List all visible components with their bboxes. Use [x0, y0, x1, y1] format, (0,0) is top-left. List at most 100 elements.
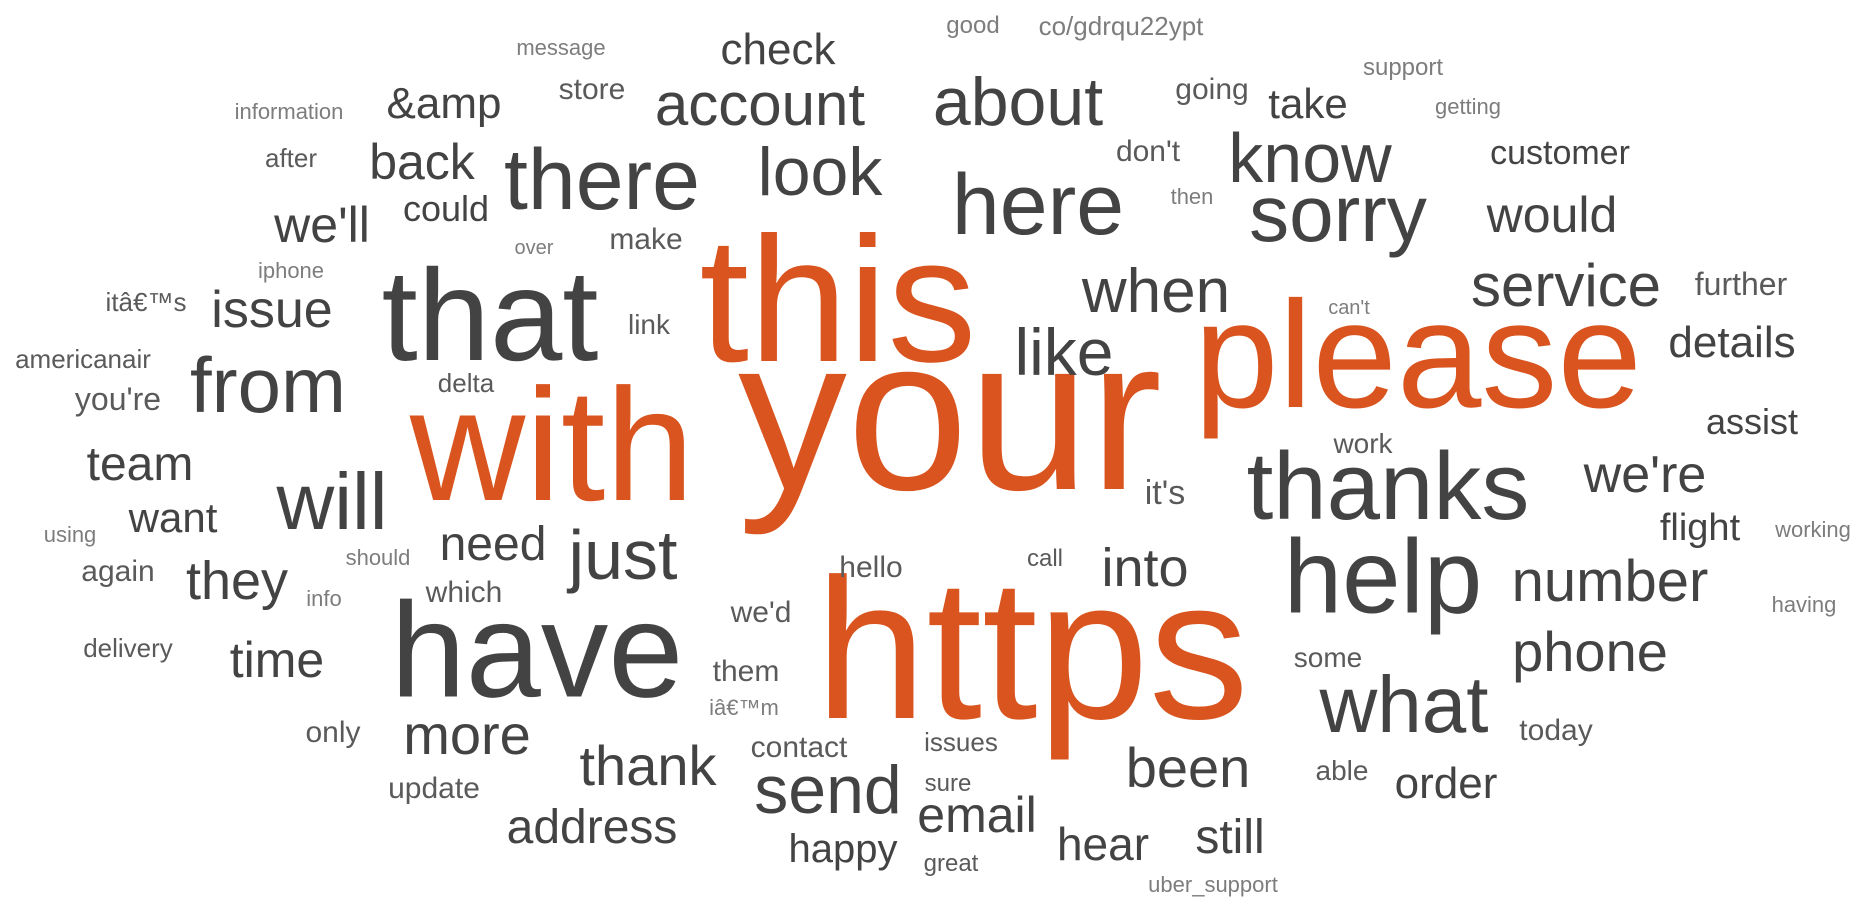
word-co-gdrqu22ypt: co/gdrqu22ypt — [1038, 11, 1204, 41]
word-contact: contact — [750, 731, 848, 764]
word-uber-support: uber_support — [1148, 872, 1278, 897]
word-into: into — [1101, 538, 1189, 598]
word-email: email — [917, 787, 1037, 843]
word-then: then — [1170, 184, 1214, 209]
word-have: have — [390, 574, 684, 726]
word-today: today — [1519, 714, 1593, 747]
word-just: just — [568, 516, 678, 594]
word-there: there — [503, 132, 701, 228]
word-help: help — [1283, 518, 1483, 636]
word-more: more — [403, 703, 531, 766]
word-about: about — [932, 64, 1104, 140]
word-issue: issue — [211, 281, 333, 339]
word-issues: issues — [924, 727, 998, 757]
word-would: would — [1486, 187, 1618, 243]
word-need: need — [439, 518, 547, 571]
word-details: details — [1668, 318, 1796, 367]
word-know: know — [1228, 119, 1392, 197]
word-number: number — [1511, 549, 1709, 614]
word-team: team — [86, 438, 194, 491]
word-amp: &amp — [386, 79, 502, 128]
word-iam: iâ€™m — [709, 695, 779, 720]
word-they: they — [185, 551, 289, 611]
word-them: them — [712, 655, 780, 688]
word-time: time — [229, 632, 325, 688]
word-link: link — [627, 309, 671, 340]
word-working: working — [1775, 517, 1851, 542]
word-hello: hello — [839, 551, 903, 584]
word-update: update — [388, 772, 480, 805]
word-store: store — [558, 73, 626, 106]
word-getting: getting — [1434, 94, 1502, 119]
word-phone: phone — [1512, 620, 1668, 683]
word-were: we're — [1583, 446, 1707, 504]
word-customer: customer — [1490, 134, 1630, 172]
word-again: again — [81, 555, 155, 588]
word-able: able — [1315, 755, 1369, 786]
word-message: message — [516, 35, 606, 60]
word-having: having — [1771, 592, 1837, 617]
word-delivery: delivery — [83, 633, 173, 663]
word-call: call — [1026, 545, 1064, 572]
word-what: what — [1319, 660, 1489, 749]
word-please: please — [1194, 270, 1642, 440]
word-assist: assist — [1705, 401, 1799, 442]
word-from: from — [190, 341, 346, 429]
word-dont: don't — [1115, 135, 1181, 168]
word-cant: can't — [1328, 297, 1370, 319]
word-going: going — [1175, 73, 1249, 106]
word-service: service — [1470, 252, 1662, 319]
word-sure: sure — [924, 770, 972, 797]
word-which: which — [425, 576, 503, 609]
word-make: make — [609, 223, 683, 256]
word-flight: flight — [1659, 507, 1741, 549]
word-americanair: americanair — [15, 344, 151, 374]
word-take: take — [1268, 80, 1348, 127]
word-great: great — [923, 850, 979, 877]
word-using: using — [43, 522, 97, 547]
word-over: over — [514, 237, 554, 259]
word-been: been — [1125, 736, 1251, 799]
word-itas: itâ€™s — [105, 287, 187, 317]
word-thank: thank — [579, 734, 717, 797]
word-order: order — [1394, 759, 1498, 808]
word-send: send — [754, 752, 902, 828]
word-hear: hear — [1056, 818, 1150, 870]
word-thanks: thanks — [1246, 433, 1530, 540]
word-https: https — [815, 538, 1249, 761]
word-should: should — [345, 545, 411, 570]
word-when: when — [1081, 257, 1231, 326]
word-will: will — [276, 457, 388, 546]
word-back: back — [369, 134, 475, 190]
word-iphone: iphone — [257, 258, 325, 283]
word-want: want — [128, 494, 218, 541]
word-good: good — [946, 12, 1000, 39]
word-youre: you're — [74, 381, 162, 417]
word-support: support — [1362, 54, 1444, 81]
word-look: look — [757, 134, 883, 210]
word-with: with — [409, 355, 695, 534]
word-work: work — [1333, 428, 1393, 459]
word-well: we'll — [274, 197, 370, 253]
word-here: here — [951, 157, 1125, 253]
word-happy: happy — [788, 827, 898, 871]
word-only: only — [305, 716, 361, 749]
word-delta: delta — [437, 368, 495, 398]
word-its: it's — [1144, 474, 1186, 512]
word-information: information — [234, 99, 344, 124]
word-wed: we'd — [730, 596, 792, 629]
word-that: that — [381, 242, 599, 388]
word-account: account — [654, 71, 866, 138]
word-this: this — [699, 200, 977, 399]
word-after: after — [264, 143, 318, 173]
word-info: info — [306, 586, 342, 611]
word-like: like — [1014, 315, 1114, 389]
word-address: address — [506, 801, 678, 854]
word-further: further — [1694, 266, 1788, 302]
word-could: could — [402, 188, 490, 229]
word-your: your — [737, 293, 1163, 536]
word-still: still — [1195, 811, 1265, 864]
word-some: some — [1293, 642, 1363, 673]
word-check: check — [720, 25, 836, 74]
